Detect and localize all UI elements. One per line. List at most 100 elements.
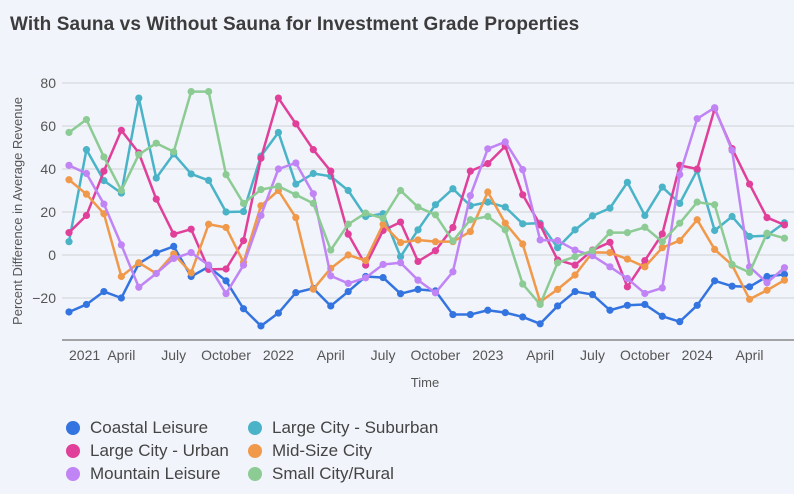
- data-point[interactable]: [676, 199, 684, 207]
- data-point[interactable]: [780, 264, 789, 272]
- data-point[interactable]: [745, 232, 754, 241]
- data-point[interactable]: [658, 312, 666, 320]
- data-point[interactable]: [658, 230, 666, 238]
- data-point[interactable]: [292, 191, 300, 199]
- data-point[interactable]: [711, 201, 719, 209]
- data-point[interactable]: [414, 203, 422, 211]
- data-point[interactable]: [100, 210, 108, 218]
- data-point[interactable]: [222, 223, 230, 232]
- data-point[interactable]: [344, 287, 352, 296]
- legend-item[interactable]: Mid-Size City: [248, 440, 488, 461]
- data-point[interactable]: [780, 221, 789, 229]
- legend-item[interactable]: Large City - Suburban: [248, 417, 488, 438]
- data-point[interactable]: [711, 104, 719, 112]
- data-point[interactable]: [152, 269, 160, 278]
- data-point[interactable]: [414, 226, 422, 234]
- data-point[interactable]: [693, 301, 701, 309]
- data-point[interactable]: [274, 165, 282, 173]
- data-point[interactable]: [362, 256, 370, 265]
- data-point[interactable]: [519, 313, 527, 321]
- data-point[interactable]: [222, 277, 230, 285]
- data-point[interactable]: [623, 255, 632, 263]
- data-point[interactable]: [484, 198, 492, 206]
- data-point[interactable]: [588, 290, 597, 299]
- data-point[interactable]: [82, 190, 91, 198]
- data-point[interactable]: [205, 261, 213, 269]
- data-point[interactable]: [379, 273, 387, 282]
- data-point[interactable]: [745, 283, 754, 291]
- data-point[interactable]: [257, 322, 265, 330]
- data-point[interactable]: [606, 306, 614, 314]
- data-point[interactable]: [379, 260, 387, 269]
- data-point[interactable]: [658, 284, 666, 292]
- data-point[interactable]: [100, 287, 108, 296]
- data-point[interactable]: [327, 246, 335, 254]
- data-point[interactable]: [205, 176, 213, 184]
- data-point[interactable]: [257, 211, 265, 220]
- data-point[interactable]: [239, 261, 248, 269]
- data-point[interactable]: [606, 204, 614, 212]
- data-point[interactable]: [606, 263, 614, 271]
- data-point[interactable]: [396, 290, 405, 298]
- data-point[interactable]: [152, 195, 160, 203]
- data-point[interactable]: [187, 225, 195, 233]
- data-point[interactable]: [536, 236, 544, 244]
- data-point[interactable]: [396, 186, 405, 195]
- data-point[interactable]: [170, 254, 178, 263]
- data-point[interactable]: [135, 283, 143, 291]
- data-point[interactable]: [449, 310, 457, 319]
- data-point[interactable]: [519, 166, 527, 174]
- data-point[interactable]: [519, 191, 527, 199]
- data-point[interactable]: [344, 279, 352, 287]
- data-point[interactable]: [536, 320, 544, 328]
- data-point[interactable]: [641, 223, 649, 231]
- data-point[interactable]: [414, 276, 422, 284]
- data-point[interactable]: [658, 183, 666, 191]
- data-point[interactable]: [554, 236, 562, 245]
- data-point[interactable]: [606, 229, 614, 237]
- data-point[interactable]: [239, 207, 248, 216]
- data-point[interactable]: [466, 227, 474, 236]
- data-point[interactable]: [571, 226, 579, 234]
- data-point[interactable]: [676, 318, 684, 326]
- data-point[interactable]: [728, 260, 736, 269]
- data-point[interactable]: [135, 150, 143, 159]
- data-point[interactable]: [222, 170, 230, 179]
- data-point[interactable]: [554, 285, 562, 293]
- data-point[interactable]: [414, 285, 422, 293]
- data-point[interactable]: [117, 294, 125, 302]
- data-point[interactable]: [484, 188, 492, 196]
- data-point[interactable]: [641, 211, 649, 220]
- data-point[interactable]: [519, 280, 527, 288]
- data-point[interactable]: [117, 272, 125, 281]
- data-point[interactable]: [745, 295, 754, 303]
- data-point[interactable]: [711, 226, 719, 235]
- data-point[interactable]: [449, 268, 457, 276]
- data-point[interactable]: [763, 286, 771, 294]
- data-point[interactable]: [780, 276, 789, 284]
- data-point[interactable]: [65, 176, 73, 184]
- data-point[interactable]: [641, 289, 649, 298]
- data-point[interactable]: [274, 182, 282, 190]
- data-point[interactable]: [344, 186, 352, 195]
- data-point[interactable]: [100, 200, 108, 208]
- data-point[interactable]: [780, 270, 789, 278]
- data-point[interactable]: [396, 259, 405, 267]
- data-point[interactable]: [414, 257, 422, 266]
- data-point[interactable]: [623, 178, 632, 186]
- data-point[interactable]: [379, 220, 387, 228]
- data-point[interactable]: [449, 185, 457, 193]
- data-point[interactable]: [676, 236, 684, 245]
- data-point[interactable]: [222, 265, 230, 273]
- data-point[interactable]: [763, 213, 771, 222]
- data-point[interactable]: [239, 236, 248, 245]
- data-point[interactable]: [292, 213, 300, 222]
- data-point[interactable]: [431, 289, 440, 297]
- data-point[interactable]: [257, 186, 265, 194]
- data-point[interactable]: [728, 212, 736, 221]
- data-point[interactable]: [763, 279, 771, 287]
- data-point[interactable]: [82, 146, 91, 154]
- data-point[interactable]: [187, 269, 195, 277]
- data-point[interactable]: [309, 169, 317, 178]
- data-point[interactable]: [187, 249, 195, 257]
